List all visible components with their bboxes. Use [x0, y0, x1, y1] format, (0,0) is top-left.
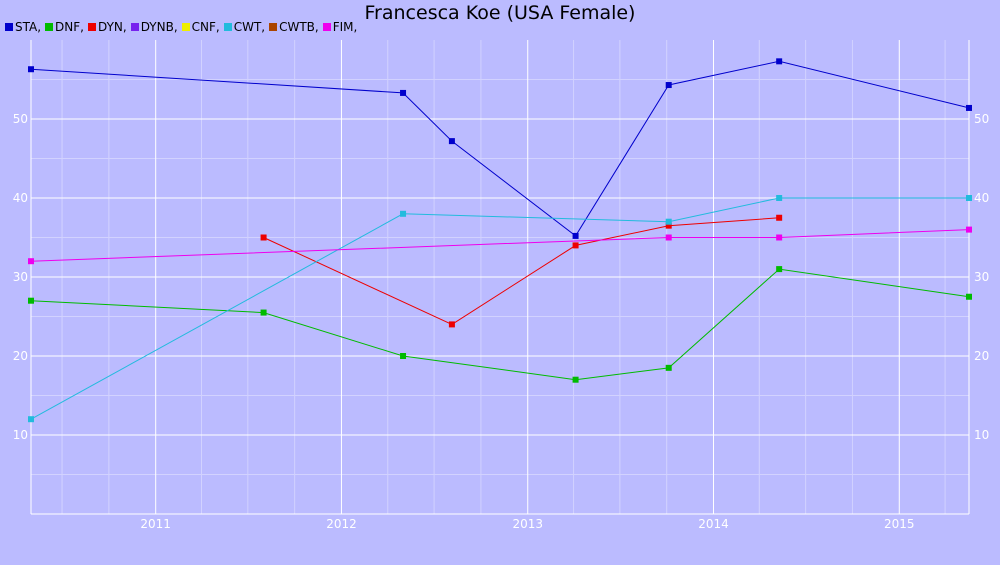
data-point-dnf: [260, 309, 267, 316]
legend-label: FIM,: [332, 20, 358, 34]
x-tick-label: 2011: [140, 517, 171, 531]
data-point-fim: [776, 234, 783, 241]
data-point-sta: [665, 82, 672, 89]
data-point-dnf: [776, 266, 783, 273]
x-tick-label: 2013: [512, 517, 543, 531]
data-point-dyn: [776, 214, 783, 221]
y-tick-label-right: 20: [974, 349, 989, 363]
y-tick-label-left: 40: [13, 191, 28, 205]
legend-item-cwt: CWT,: [223, 20, 266, 34]
legend-item-fim: FIM,: [322, 20, 358, 34]
legend-label: DNF,: [55, 20, 84, 34]
chart-title: Francesca Koe (USA Female): [364, 2, 636, 24]
y-tick-label-right: 10: [974, 428, 989, 442]
data-point-cwt: [776, 195, 783, 201]
data-point-cwt: [28, 416, 34, 423]
y-tick-label-left: 50: [13, 112, 28, 126]
y-tick-label-left: 10: [13, 428, 28, 442]
legend-swatch: [45, 23, 54, 31]
legend-item-cnf: CNF,: [181, 20, 220, 34]
legend-swatch: [5, 23, 13, 31]
data-point-sta: [776, 58, 783, 65]
data-point-dyn: [260, 234, 267, 241]
data-point-fim: [665, 234, 672, 241]
legend-label: CNF,: [191, 20, 220, 34]
legend-item-dynb: DYNB,: [130, 20, 178, 34]
legend-swatch: [322, 23, 331, 31]
data-point-dyn: [665, 222, 672, 229]
data-point-cwt: [665, 218, 672, 225]
legend-swatch: [269, 23, 278, 31]
y-tick-label-left: 20: [13, 349, 28, 363]
data-point-sta: [448, 138, 455, 145]
data-point-dnf: [572, 376, 579, 383]
data-point-sta: [400, 89, 407, 96]
data-point-dyn: [572, 242, 579, 249]
series-line-sta: [30, 60, 970, 237]
x-tick-label: 2015: [884, 517, 915, 531]
data-point-dnf: [400, 353, 407, 359]
data-point-fim: [28, 258, 34, 265]
legend-swatch: [181, 23, 190, 31]
data-point-sta: [572, 232, 579, 239]
legend-label: DYNB,: [140, 20, 178, 34]
data-point-dnf: [966, 293, 972, 300]
y-tick-label-right: 30: [974, 270, 989, 284]
legend-label: DYN,: [97, 20, 127, 34]
data-point-cwt: [966, 195, 972, 201]
data-point-fim: [966, 226, 972, 233]
series-line-fim: [30, 229, 970, 262]
data-point-dyn: [448, 321, 455, 328]
legend-swatch: [223, 23, 232, 31]
series-line-dnf: [30, 268, 970, 381]
legend-swatch: [130, 23, 139, 31]
legend-swatch: [87, 23, 96, 31]
legend-item-sta: STA,: [5, 20, 41, 34]
legend-item-dnf: DNF,: [45, 20, 84, 34]
series-line-cwt: [30, 197, 969, 420]
legend-label: CWTB,: [279, 20, 319, 34]
series-line-dyn: [263, 217, 780, 325]
y-tick-label-left: 30: [13, 270, 28, 284]
x-tick-label: 2014: [698, 517, 729, 531]
data-point-sta: [966, 104, 972, 111]
data-point-dnf: [28, 297, 34, 304]
legend-label: STA,: [15, 20, 42, 34]
legend-item-cwtb: CWTB,: [269, 20, 319, 34]
data-point-dnf: [665, 364, 672, 371]
x-tick-label: 2012: [326, 517, 357, 531]
legend-label: CWT,: [233, 20, 266, 34]
data-point-cwt: [400, 210, 407, 217]
y-tick-label-right: 50: [974, 112, 989, 126]
chart-legend: STA, DNF, DYN, DYNB, CNF, CWT, CWTB, FIM,: [5, 20, 361, 34]
data-point-sta: [28, 66, 34, 73]
y-tick-label-right: 40: [974, 191, 989, 205]
legend-item-dyn: DYN,: [87, 20, 127, 34]
